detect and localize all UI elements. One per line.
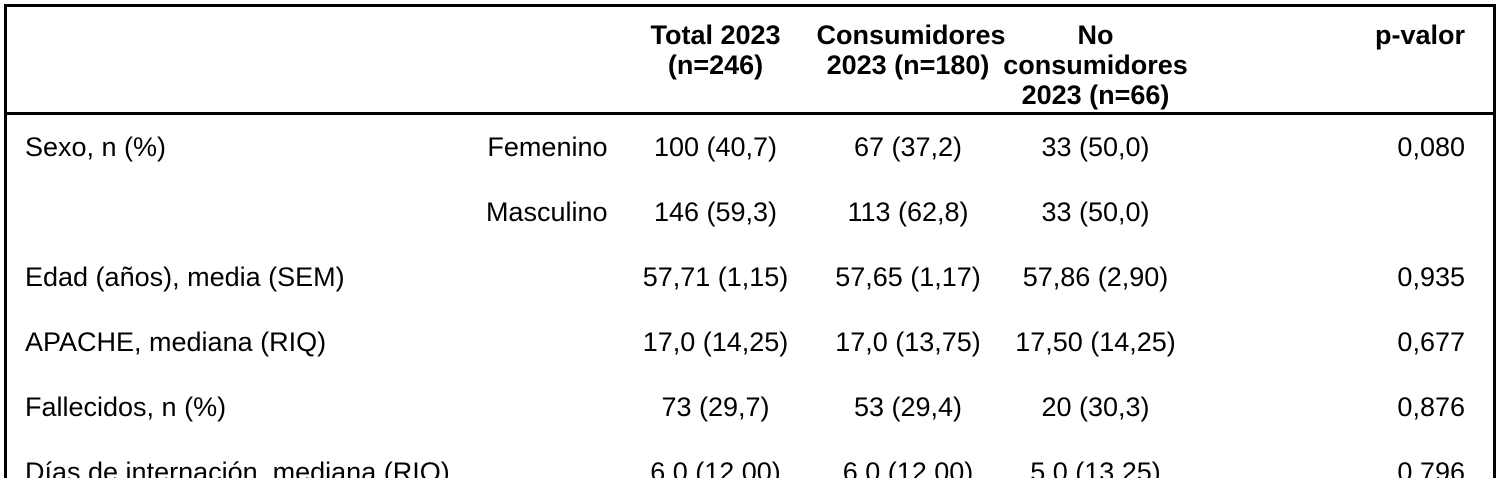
row-sublabel: [464, 375, 616, 440]
cell-non-consumers: 5,0 (13,25): [1030, 456, 1161, 478]
table-row: Edad (años), media (SEM) 57,71 (1,15) 57…: [6, 245, 1495, 310]
cell-p-value: 0,677: [1397, 326, 1465, 357]
header-row: Total 2023 (n=246) Consumidores 2023 (n=…: [5, 5, 1495, 115]
cell-p-value: 0,935: [1397, 261, 1465, 292]
row-sublabel: [464, 310, 616, 375]
table-body: Sexo, n (%) Femenino 100 (40,7) 67 (37,2…: [6, 113, 1495, 478]
cell-consumers: 57,65 (1,17): [835, 261, 981, 292]
cell-non-consumers: 33 (50,0): [1041, 131, 1150, 162]
cell-total: 146 (59,3): [653, 196, 778, 227]
row-label: Fallecidos, n (%): [25, 391, 227, 422]
cell-consumers: 53 (29,4): [853, 391, 963, 422]
row-label: Días de internación, mediana (RIQ): [25, 456, 450, 478]
cell-p-value: 0,080: [1397, 131, 1465, 162]
cell-total: 17,0 (14,25): [642, 326, 789, 357]
header-consumers: Consumidores 2023 (n=180): [815, 5, 1006, 115]
statistics-table: Total 2023 (n=246) Consumidores 2023 (n=…: [4, 4, 1496, 478]
cell-non-consumers: 57,86 (2,90): [1022, 261, 1169, 292]
header-label-col: [5, 5, 464, 115]
row-label: Edad (años), media (SEM): [25, 261, 345, 292]
cell-consumers: 67 (37,2): [853, 131, 963, 162]
header-total: Total 2023 (n=246): [615, 5, 816, 115]
cell-non-consumers: 20 (30,3): [1041, 391, 1150, 422]
cell-p-value: 0,796: [1397, 456, 1465, 478]
header-non-consumers: No consumidores 2023 (n=66): [1000, 5, 1191, 115]
row-sublabel: Femenino: [487, 131, 608, 162]
cell-consumers: 6,0 (12,00): [842, 456, 974, 478]
cell-non-consumers: 17,50 (14,25): [1015, 326, 1176, 357]
header-sublabel-col: [463, 5, 616, 115]
cell-consumers: 113 (62,8): [847, 196, 969, 227]
table-row: APACHE, mediana (RIQ) 17,0 (14,25) 17,0 …: [6, 310, 1495, 375]
cell-non-consumers: 33 (50,0): [1041, 196, 1150, 227]
cell-total: 73 (29,7): [661, 391, 770, 422]
cell-total: 57,71 (1,15): [642, 261, 789, 292]
cell-consumers: 17,0 (13,75): [835, 326, 981, 357]
row-label: [6, 180, 464, 245]
table-row: Masculino 146 (59,3) 113 (62,8) 33 (50,0…: [6, 180, 1495, 245]
row-label: APACHE, mediana (RIQ): [25, 326, 327, 357]
cell-total: 100 (40,7): [653, 131, 778, 162]
table-row: Sexo, n (%) Femenino 100 (40,7) 67 (37,2…: [6, 113, 1495, 180]
table-row: Fallecidos, n (%) 73 (29,7) 53 (29,4) 20…: [6, 375, 1495, 440]
row-sublabel: [464, 245, 616, 310]
row-label: Sexo, n (%): [25, 131, 167, 162]
table-row: Días de internación, mediana (RIQ) 6,0 (…: [6, 440, 1495, 478]
row-sublabel: Masculino: [485, 196, 608, 227]
cell-p-value: [1191, 180, 1495, 245]
cell-total: 6,0 (12,00): [650, 456, 781, 478]
row-sublabel: [464, 440, 616, 478]
header-p-value: p-valor: [1190, 5, 1495, 115]
cell-p-value: 0,876: [1397, 391, 1465, 422]
statistics-table-container: Total 2023 (n=246) Consumidores 2023 (n=…: [4, 4, 1496, 478]
table-header: Total 2023 (n=246) Consumidores 2023 (n=…: [5, 5, 1495, 115]
